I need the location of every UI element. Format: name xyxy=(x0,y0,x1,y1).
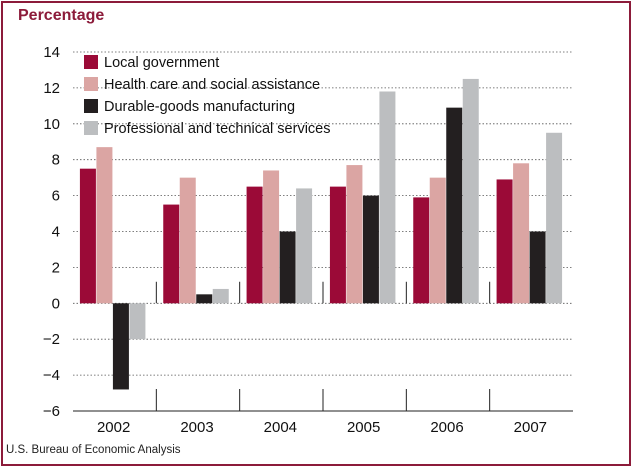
x-tick-label: 2006 xyxy=(430,419,463,436)
bar xyxy=(246,186,263,304)
legend-swatch xyxy=(84,121,98,135)
bar xyxy=(129,303,146,340)
bar xyxy=(263,170,280,304)
legend-label: Durable-goods manufacturing xyxy=(104,99,295,115)
bar xyxy=(112,303,129,390)
bar xyxy=(496,179,513,304)
bar xyxy=(279,231,296,304)
y-tick-label: 10 xyxy=(43,116,60,133)
bar xyxy=(362,195,379,304)
bar xyxy=(163,204,180,304)
bar xyxy=(379,91,396,304)
bar xyxy=(346,165,363,304)
y-tick-label: 12 xyxy=(43,80,60,97)
bar xyxy=(329,186,346,304)
bar xyxy=(212,288,229,304)
x-tick-label: 2007 xyxy=(514,419,547,436)
y-tick-label: 2 xyxy=(52,259,60,276)
legend-swatch xyxy=(84,55,98,69)
y-tick-label: 6 xyxy=(52,188,60,205)
bar xyxy=(546,132,563,304)
y-tick-label: −6 xyxy=(43,403,60,420)
legend-label: Professional and technical services xyxy=(104,121,330,137)
source-note: U.S. Bureau of Economic Analysis xyxy=(6,444,181,456)
legend-swatch xyxy=(84,77,98,91)
y-tick-label: 0 xyxy=(52,295,60,312)
bar xyxy=(413,197,430,304)
y-tick-label: −2 xyxy=(43,331,60,348)
bar xyxy=(429,177,446,304)
bar xyxy=(462,78,479,304)
y-axis-label: Percentage xyxy=(18,7,105,24)
y-tick-label: 8 xyxy=(52,152,60,169)
bar xyxy=(196,294,213,304)
y-tick-label: −4 xyxy=(43,367,60,384)
y-tick-label: 14 xyxy=(43,44,60,61)
bar xyxy=(446,107,463,304)
y-tick-label: 4 xyxy=(52,224,60,241)
bar xyxy=(296,188,313,304)
x-tick-label: 2004 xyxy=(264,419,297,436)
bar xyxy=(529,231,546,304)
x-tick-label: 2002 xyxy=(97,419,130,436)
bar xyxy=(179,177,196,304)
legend-label: Health care and social assistance xyxy=(104,77,320,93)
bar xyxy=(96,147,113,304)
x-tick-label: 2003 xyxy=(180,419,213,436)
x-tick-label: 2005 xyxy=(347,419,380,436)
legend-swatch xyxy=(84,99,98,113)
bar xyxy=(79,168,96,304)
legend-label: Local government xyxy=(104,55,219,71)
bar xyxy=(513,163,530,304)
